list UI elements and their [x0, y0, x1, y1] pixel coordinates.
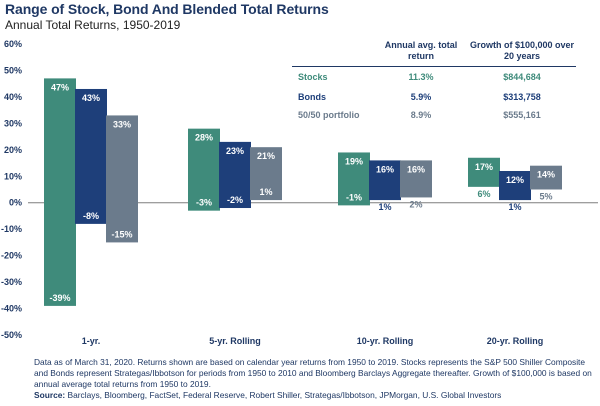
bar-stocks — [44, 78, 76, 306]
data-label-min: -2% — [227, 195, 243, 205]
bar-stocks — [468, 157, 500, 187]
source-label: Source: — [34, 390, 66, 400]
data-label-max: 43% — [82, 93, 100, 103]
source-line: Source: Barclays, Bloomberg, FactSet, Fe… — [34, 390, 501, 400]
y-tick-label: -10% — [1, 224, 22, 234]
bar-50-50-portfolio — [250, 147, 282, 201]
source-text: Barclays, Bloomberg, FactSet, Federal Re… — [67, 390, 502, 400]
data-label-min: 6% — [477, 189, 490, 199]
y-tick-label: -50% — [1, 330, 22, 340]
data-label-max: 33% — [113, 119, 131, 129]
bar-bonds — [75, 88, 107, 224]
data-label-max: 28% — [195, 133, 213, 143]
bar-50-50-portfolio — [106, 115, 138, 243]
data-label-min: -8% — [83, 211, 99, 221]
data-label-min: -39% — [49, 293, 70, 303]
data-label-max: 19% — [345, 156, 363, 166]
table-row-label: 50/50 portfolio — [298, 110, 360, 120]
table-row-label: Bonds — [298, 92, 326, 102]
table-header-row: Annual avg. total return Growth of $100,… — [290, 40, 578, 64]
data-label-min: -3% — [196, 198, 212, 208]
x-category-label: 1-yr. — [82, 336, 101, 346]
bar-stocks — [188, 128, 220, 211]
bar-bonds — [499, 170, 531, 201]
data-label-min: 1% — [508, 202, 521, 212]
bar-bonds — [369, 160, 401, 201]
data-label-max: 12% — [506, 175, 524, 185]
chart-title: Range of Stock, Bond And Blended Total R… — [5, 1, 329, 17]
footnote-text: Data as of March 31, 2020. Returns shown… — [34, 357, 592, 389]
y-tick-label: 20% — [4, 145, 22, 155]
data-label-max: 16% — [407, 164, 425, 174]
bar-bonds — [219, 141, 251, 209]
data-label-min: -15% — [111, 229, 132, 239]
data-label-min: -1% — [346, 192, 362, 202]
footnote: Data as of March 31, 2020. Returns shown… — [34, 357, 594, 401]
table-row-avg: 8.9% — [410, 110, 432, 120]
bar-stocks — [338, 152, 370, 206]
table-row-growth: $844,684 — [503, 72, 541, 82]
data-label-max: 14% — [537, 170, 555, 180]
y-tick-label: -40% — [1, 304, 22, 314]
data-label-max: 21% — [257, 151, 275, 161]
table-header-divider — [292, 66, 576, 67]
y-tick-label: 10% — [4, 171, 22, 181]
bar-50-50-portfolio — [400, 160, 432, 198]
data-label-max: 17% — [475, 162, 493, 172]
table-row-label: Stocks — [298, 72, 328, 82]
data-label-max: 47% — [51, 82, 69, 92]
x-category-label: 20-yr. Rolling — [487, 336, 544, 346]
y-tick-label: 30% — [4, 118, 22, 128]
table-header-growth: Growth of $100,000 over 20 years — [469, 40, 575, 61]
y-tick-label: 0% — [9, 198, 22, 208]
data-label-min: 1% — [378, 202, 391, 212]
y-tick-label: -30% — [1, 277, 22, 287]
data-label-min: 1% — [259, 187, 272, 197]
chart-subtitle: Annual Total Returns, 1950-2019 — [5, 18, 181, 32]
y-tick-label: 60% — [4, 39, 22, 49]
table-row-avg: 11.3% — [408, 72, 434, 82]
y-tick-label: 40% — [4, 92, 22, 102]
y-tick-label: -20% — [1, 251, 22, 261]
data-label-max: 23% — [226, 146, 244, 156]
table-row-growth: $313,758 — [503, 92, 541, 102]
data-label-max: 16% — [376, 164, 394, 174]
table-row-growth: $555,161 — [503, 110, 541, 120]
data-label-min: 5% — [539, 192, 552, 202]
bar-50-50-portfolio — [530, 165, 562, 190]
data-label-min: 2% — [409, 199, 422, 209]
table-row-avg: 5.9% — [410, 92, 432, 102]
table-header-avg: Annual avg. total return — [384, 40, 458, 61]
x-category-label: 5-yr. Rolling — [209, 336, 261, 346]
x-category-label: 10-yr. Rolling — [357, 336, 414, 346]
y-tick-label: 50% — [4, 65, 22, 75]
